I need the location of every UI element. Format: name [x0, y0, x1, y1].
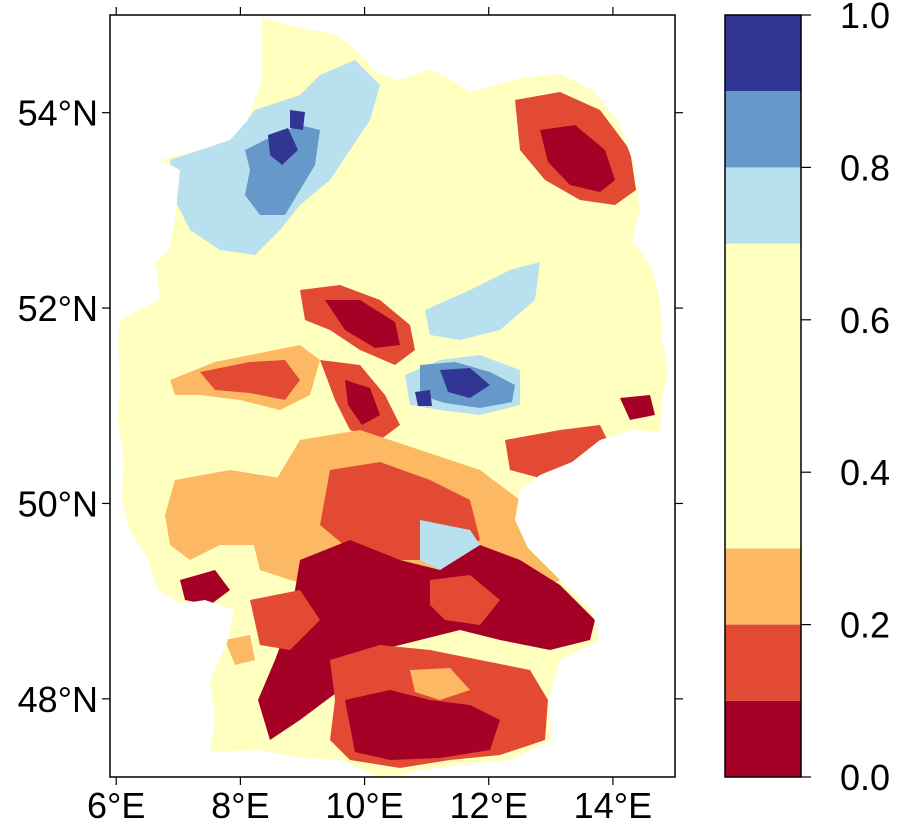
- colorbar: 0.0 0.2 0.4 0.6 0.8 1.0: [724, 0, 890, 798]
- colorbar-bin: [725, 15, 801, 92]
- lon-tick-label: 6°E: [87, 785, 145, 824]
- lon-tick-label: 10°E: [325, 785, 403, 824]
- lon-tick-label: 12°E: [450, 785, 528, 824]
- colorbar-tick-label: 1.0: [840, 0, 890, 36]
- colorbar-tick-label: 0.2: [840, 605, 890, 646]
- colorbar-bin: [725, 624, 801, 701]
- colorbar-bin: [725, 700, 801, 777]
- germany-raster-map: [118, 18, 668, 777]
- colorbar-tick-label: 0.4: [840, 452, 890, 493]
- plot-frame: [109, 14, 676, 778]
- lon-tick-label: 14°E: [574, 785, 652, 824]
- lat-tick-label: 54°N: [18, 93, 98, 134]
- lon-tick-label: 8°E: [211, 785, 269, 824]
- colorbar-bin: [725, 243, 801, 549]
- lat-tick-label: 50°N: [18, 483, 98, 524]
- longitude-axis: 6°E 8°E 10°E 12°E 14°E: [87, 7, 652, 824]
- lat-tick-label: 52°N: [18, 288, 98, 329]
- colorbar-bin: [725, 548, 801, 625]
- latitude-axis: 54°N 52°N 50°N 48°N: [18, 93, 683, 720]
- colorbar-tick-label: 0.8: [840, 147, 890, 188]
- colorbar-frame: [724, 14, 802, 778]
- colorbar-tick-label: 0.0: [840, 757, 890, 798]
- colorbar-bin: [725, 167, 801, 244]
- colorbar-tick-label: 0.6: [840, 300, 890, 341]
- colorbar-bin: [725, 91, 801, 168]
- lat-tick-label: 48°N: [18, 679, 98, 720]
